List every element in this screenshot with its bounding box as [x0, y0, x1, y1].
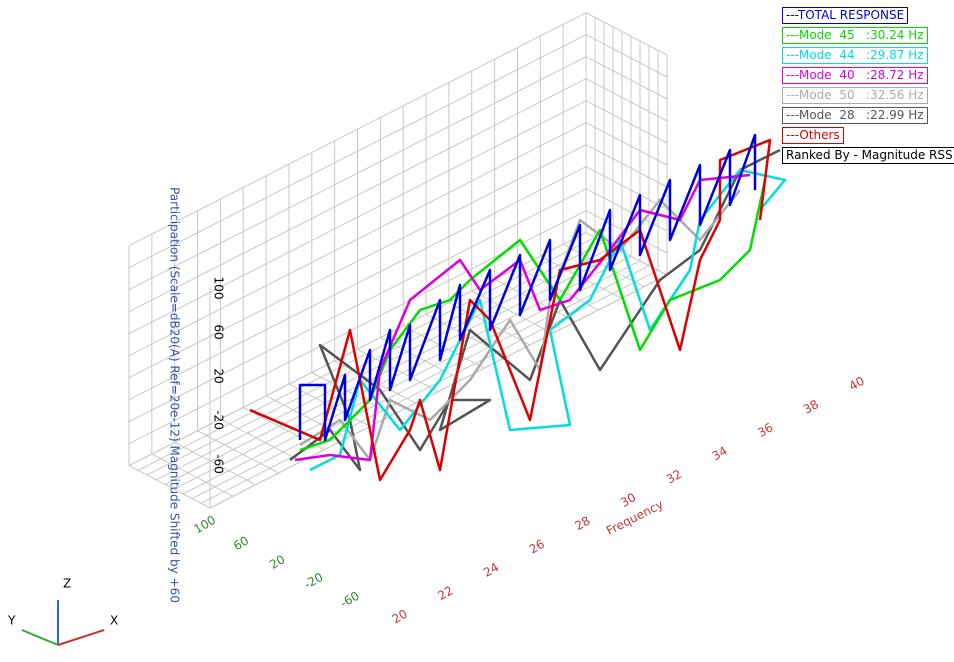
grid-line — [128, 34, 587, 269]
grid-line — [128, 465, 211, 509]
grid-line — [128, 78, 587, 313]
legend-entry: ---Mode 40 :28.72 Hz — [782, 67, 928, 84]
y-tick-label: -20 — [302, 570, 326, 592]
z-tick-label: 60 — [212, 324, 226, 339]
grid-line — [128, 144, 587, 379]
grid-line — [585, 56, 668, 100]
y-tick-label: -60 — [338, 589, 362, 611]
legend-entry: ---Mode 50 :32.56 Hz — [782, 87, 928, 104]
grid-line — [585, 144, 668, 188]
grid-line — [200, 269, 659, 504]
grid-line — [585, 100, 668, 144]
grid-line — [265, 395, 348, 439]
triad: Z Y X — [7, 577, 118, 646]
y-tick-label: 100 — [191, 513, 218, 537]
z-tick-label: 100 — [212, 277, 226, 300]
grid-line — [174, 441, 256, 486]
grid-line — [585, 78, 668, 122]
grid-line — [585, 166, 668, 210]
x-tick-label: 24 — [481, 560, 501, 580]
curve-mode-45 — [299, 179, 767, 452]
z-tick-label: -20 — [212, 410, 226, 430]
grid-line — [220, 418, 302, 462]
grid-line — [164, 251, 623, 485]
grid-line — [585, 34, 668, 78]
grid-line — [562, 243, 645, 288]
z-axis-label: Participation (Scale=dB20(A) Ref=20e-12)… — [168, 187, 182, 603]
triad-label: X — [110, 614, 118, 628]
x-tick-label: 40 — [847, 374, 867, 394]
triad-x-axis — [57, 629, 105, 646]
grid-line — [585, 122, 668, 166]
curve-total — [298, 133, 757, 442]
grid-line — [311, 372, 394, 416]
legend-entry: ---Mode 28 :22.99 Hz — [782, 107, 928, 124]
grid-line — [173, 255, 632, 490]
y-tick-label: 60 — [231, 533, 251, 553]
x-tick-label: 32 — [664, 467, 684, 487]
curve-mode-44 — [309, 168, 787, 472]
z-tick-label: -60 — [212, 454, 226, 474]
axis-line — [209, 274, 668, 509]
x-tick-label: 26 — [527, 537, 547, 557]
ranked-by-label: Ranked By - Magnitude RSS — [782, 147, 954, 164]
x-tick-label: 36 — [755, 420, 775, 440]
legend-entry: ---Mode 45 :30.24 Hz — [782, 27, 928, 44]
legend-entry: ---Others — [782, 127, 844, 144]
grid-line — [128, 122, 587, 357]
x-tick-label: 38 — [801, 397, 821, 417]
y-tick-label: 20 — [267, 552, 287, 572]
grid-line — [128, 12, 587, 247]
triad-label: Z — [63, 577, 71, 591]
grid-line — [585, 188, 668, 232]
grid-line — [191, 265, 650, 500]
x-tick-label: 34 — [710, 444, 730, 464]
x-tick-label: 20 — [390, 607, 410, 627]
triad-y-axis — [21, 629, 59, 646]
grid-line — [585, 12, 668, 56]
grid-line — [197, 430, 279, 474]
legend-entry: ---Mode 44 :29.87 Hz — [782, 47, 928, 64]
grid-line — [128, 100, 587, 335]
grid-line — [128, 188, 587, 423]
triad-label: Y — [7, 614, 16, 628]
x-tick-label: 30 — [618, 490, 638, 510]
grid-line — [243, 407, 325, 451]
z-tick-label: 20 — [212, 368, 226, 383]
grid-line — [128, 166, 587, 401]
legend-entry: ---TOTAL RESPONSE — [782, 7, 909, 24]
grid-line — [128, 56, 587, 291]
x-tick-label: 28 — [572, 513, 592, 533]
grid-line — [471, 290, 553, 334]
curves — [249, 133, 787, 482]
curve-mode-28 — [289, 148, 781, 472]
x-tick-label: 22 — [435, 583, 455, 603]
grid-line — [151, 453, 234, 497]
curve-others — [249, 138, 772, 482]
grid-line — [128, 232, 587, 467]
